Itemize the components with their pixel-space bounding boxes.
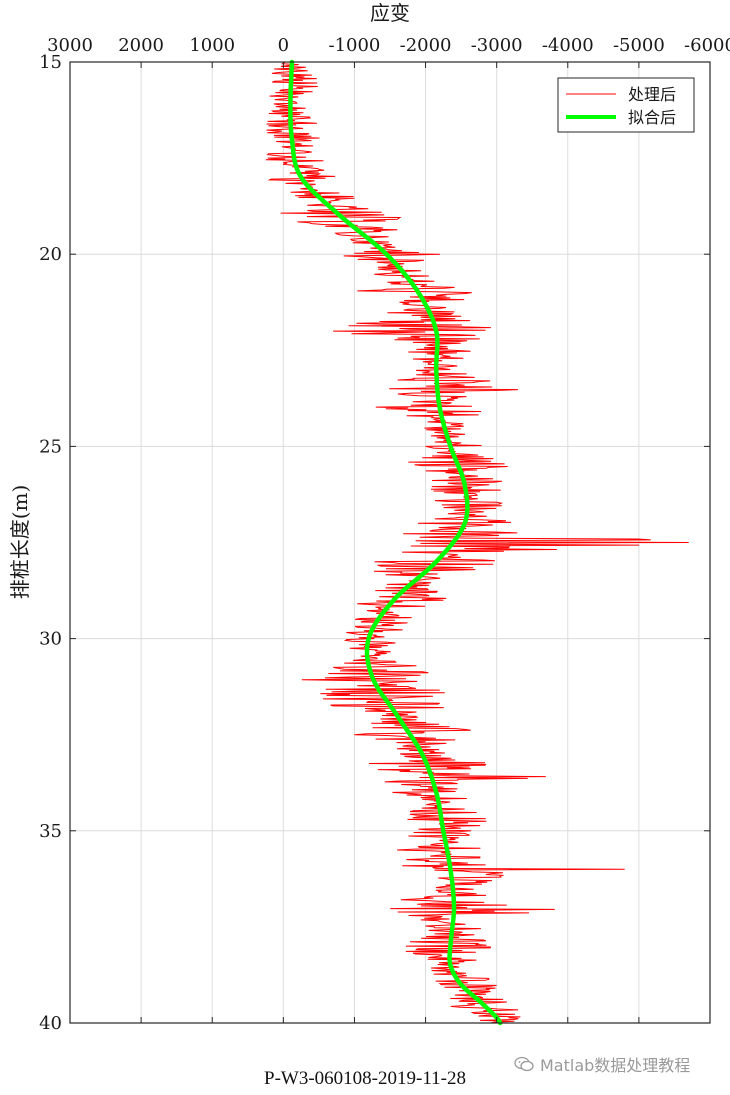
series-group <box>265 59 689 1026</box>
legend-label-fitted: 拟合后 <box>628 108 676 127</box>
x-tick-label: -4000 <box>542 35 594 56</box>
x-tick-label: -6000 <box>684 35 730 56</box>
y-tick-label: 40 <box>39 1013 62 1034</box>
series-line-processed <box>265 61 689 1024</box>
y-tick-label: 25 <box>39 436 62 457</box>
y-tick-label: 15 <box>39 52 62 73</box>
chart-caption: P-W3-060108-2019-11-28 <box>264 1068 466 1089</box>
y-axis-title: 排桩长度(m) <box>8 485 32 600</box>
tick-labels: 3000 2000 1000 0 -1000 -2000 -3000 -4000 -5000 -6… <box>39 35 730 1034</box>
x-tick-label: -5000 <box>613 35 665 56</box>
y-tick-label: 20 <box>39 244 62 265</box>
ticks <box>69 61 711 1024</box>
series-line-fitted <box>288 59 503 1026</box>
legend-label-processed: 处理后 <box>628 85 676 104</box>
x-tick-label: -3000 <box>471 35 523 56</box>
x-tick-label: 2000 <box>118 35 164 56</box>
x-tick-label: -2000 <box>400 35 452 56</box>
wechat-icon <box>514 1056 534 1072</box>
plot-frame <box>69 61 711 1024</box>
legend: 处理后 拟合后 <box>557 77 695 133</box>
x-tick-label: 1000 <box>189 35 235 56</box>
x-axis-title: 应变 <box>370 1 410 25</box>
y-tick-label: 30 <box>39 629 62 650</box>
x-tick-label: 3000 <box>47 35 93 56</box>
legend-box <box>557 77 695 133</box>
watermark: Matlab数据处理教程 <box>514 1052 724 1076</box>
y-tick-label: 35 <box>39 821 62 842</box>
x-tick-label: -1000 <box>328 35 380 56</box>
x-tick-label: 0 <box>278 35 289 56</box>
watermark-text: Matlab数据处理教程 <box>540 1056 691 1075</box>
